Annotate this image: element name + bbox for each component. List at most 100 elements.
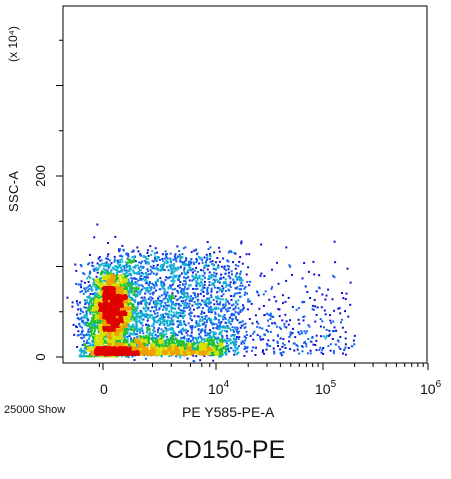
data-point — [182, 320, 185, 323]
data-point — [120, 334, 123, 337]
data-point — [130, 337, 132, 340]
data-point — [201, 261, 204, 264]
data-point — [142, 350, 145, 353]
data-point — [134, 294, 137, 297]
data-point — [112, 284, 115, 287]
data-point — [119, 291, 122, 294]
data-point — [129, 332, 132, 335]
data-point — [227, 310, 230, 312]
data-point — [121, 308, 124, 311]
data-point — [219, 355, 222, 358]
data-point — [174, 313, 177, 316]
data-point — [147, 284, 150, 287]
data-point — [172, 307, 175, 309]
data-point — [234, 301, 237, 304]
data-point — [120, 266, 123, 269]
data-point — [186, 288, 189, 291]
data-point — [312, 260, 315, 263]
data-point — [318, 274, 321, 277]
data-point — [163, 339, 166, 342]
data-point — [76, 316, 79, 319]
data-point — [212, 327, 215, 330]
data-point — [161, 331, 164, 334]
data-point — [234, 276, 237, 278]
data-point — [234, 305, 237, 308]
data-point — [160, 318, 162, 321]
data-point — [175, 341, 178, 344]
data-point — [156, 331, 159, 334]
data-point — [196, 302, 199, 305]
data-point — [170, 308, 173, 311]
data-point — [114, 337, 117, 340]
data-point — [142, 266, 145, 269]
data-point — [135, 286, 138, 289]
data-point — [151, 267, 154, 270]
data-point — [232, 303, 235, 306]
data-point — [156, 352, 159, 355]
data-point — [99, 259, 101, 262]
data-point — [105, 274, 108, 277]
data-point — [219, 298, 222, 301]
data-point — [121, 337, 124, 340]
data-point — [132, 271, 135, 274]
data-point — [180, 265, 183, 268]
data-point — [186, 334, 189, 337]
data-point — [307, 338, 310, 340]
data-point — [100, 286, 103, 289]
data-point — [144, 256, 147, 258]
data-point — [204, 315, 207, 318]
data-point — [185, 340, 188, 343]
data-point — [178, 253, 181, 256]
data-point — [94, 334, 97, 337]
data-point — [200, 349, 203, 352]
data-point — [194, 288, 197, 291]
data-point — [101, 272, 104, 275]
data-point — [92, 333, 95, 336]
data-point — [79, 325, 82, 328]
data-point — [343, 349, 346, 352]
data-point — [171, 279, 173, 282]
data-point — [232, 338, 235, 340]
data-point — [90, 326, 93, 329]
data-point — [143, 339, 146, 342]
data-point — [113, 341, 116, 344]
data-point — [140, 345, 142, 348]
data-point — [156, 264, 159, 266]
data-point — [98, 256, 101, 258]
data-point — [127, 319, 130, 322]
data-point — [201, 316, 204, 318]
data-point — [170, 352, 173, 354]
data-point — [106, 273, 109, 276]
data-point — [214, 267, 217, 270]
data-point — [293, 342, 296, 345]
data-point — [124, 318, 127, 321]
data-point — [168, 355, 171, 358]
data-point — [171, 327, 174, 330]
data-point — [196, 340, 198, 343]
data-point — [242, 323, 245, 326]
data-point — [151, 259, 154, 262]
data-point — [90, 321, 93, 324]
data-point — [133, 317, 136, 320]
data-point — [78, 318, 81, 321]
data-point — [193, 249, 196, 252]
data-point — [136, 341, 139, 344]
data-point — [169, 329, 172, 331]
data-point — [99, 321, 101, 324]
data-point — [226, 325, 229, 328]
data-point — [88, 288, 91, 291]
data-point — [267, 319, 269, 322]
data-point — [213, 349, 216, 352]
data-point — [121, 355, 123, 358]
data-point — [330, 321, 333, 324]
data-point — [158, 295, 161, 298]
data-point — [196, 287, 199, 290]
data-point — [165, 330, 168, 333]
data-point — [89, 313, 92, 316]
data-point — [111, 280, 114, 282]
data-point — [252, 346, 255, 349]
data-point — [133, 256, 136, 259]
data-point — [127, 312, 130, 315]
data-point — [260, 338, 263, 341]
data-point — [127, 325, 130, 328]
